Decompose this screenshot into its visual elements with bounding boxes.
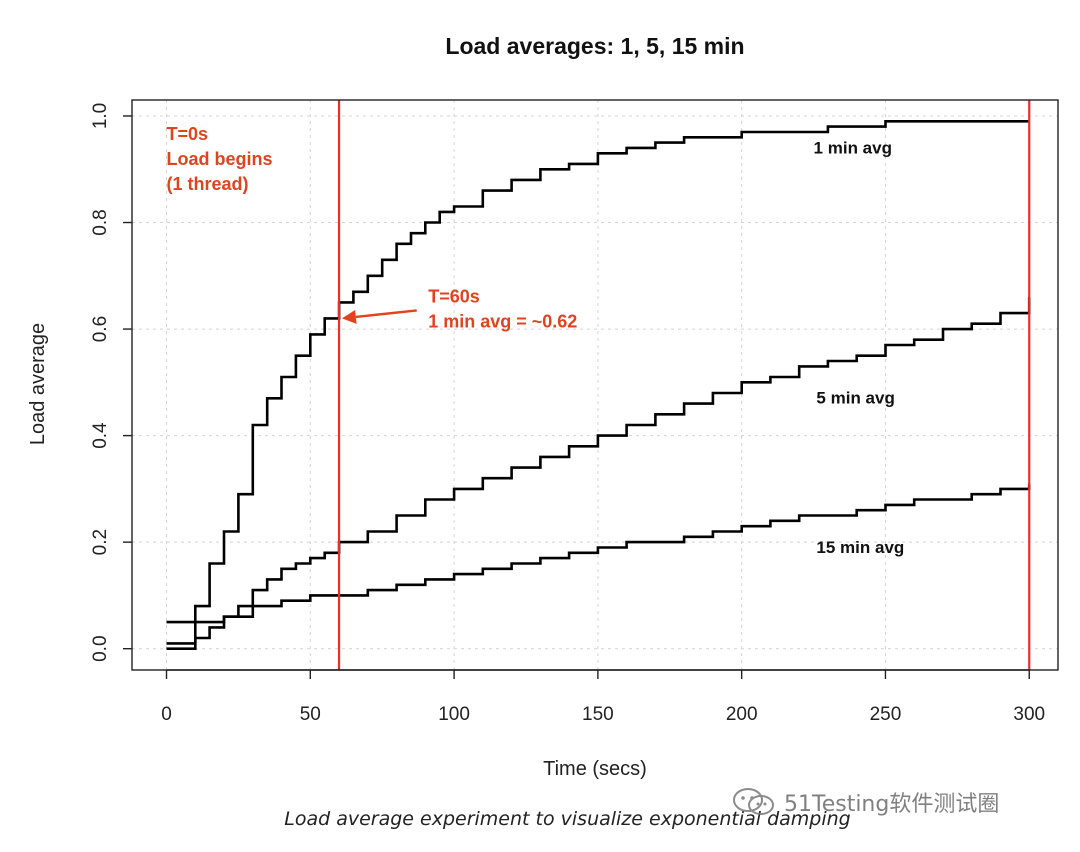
series-label: 1 min avg [814,138,892,157]
wechat-icon [733,788,774,815]
y-tick-label: 0.4 [90,422,111,449]
vertical-markers [337,100,1031,670]
chart-title: Load averages: 1, 5, 15 min [445,33,744,59]
annotation-text: Load begins [167,149,273,169]
y-tick-label: 0.6 [90,316,111,342]
series-line-2 [166,297,1031,650]
annotation-text: T=0s [167,124,209,144]
watermark: 51Testing软件测试圈 [732,786,999,818]
annotation-arrow-shaft [355,309,417,319]
annotation-text: 1 min avg = ~0.62 [428,311,577,331]
annotation-text: (1 thread) [167,174,249,194]
annotation-arrow-head [341,309,357,324]
x-axis-label: Time (secs) [543,758,647,780]
x-tick-label: 100 [438,704,470,725]
y-axis: 0.0 0.2 0.4 0.6 0.8 1.0 [90,103,132,662]
plot-frame [131,99,1059,671]
x-tick-label: 200 [726,704,758,725]
y-tick-label: 0.8 [90,209,111,235]
series-label: 15 min avg [816,538,904,557]
x-tick-label: 250 [870,704,902,725]
grid-lines [132,100,1058,670]
y-axis-label: Load average [27,323,49,445]
y-tick-label: 0.2 [90,529,111,555]
x-axis: 0 50 100 150 200 250 300 [161,669,1045,725]
annotations: T=0s Load begins (1 thread) T=60s 1 min avg … [167,124,578,331]
series-labels: 1 min avg 5 min avg 15 min avg [814,138,905,557]
series-line-1 [166,120,1030,645]
annotation-text: T=60s [428,286,480,306]
y-tick-label: 0.0 [90,635,111,661]
series-layer [166,120,1031,650]
series-label: 5 min avg [816,389,894,408]
y-tick-label: 1.0 [90,103,111,129]
watermark-text: 51Testing软件测试圈 [784,792,1000,817]
x-tick-label: 300 [1013,704,1045,725]
figure-caption: Load average experiment to visualize exp… [284,808,851,830]
x-tick-label: 150 [582,704,614,725]
x-tick-label: 0 [161,704,172,725]
series-line-3 [166,483,1031,624]
x-tick-label: 50 [300,704,321,725]
